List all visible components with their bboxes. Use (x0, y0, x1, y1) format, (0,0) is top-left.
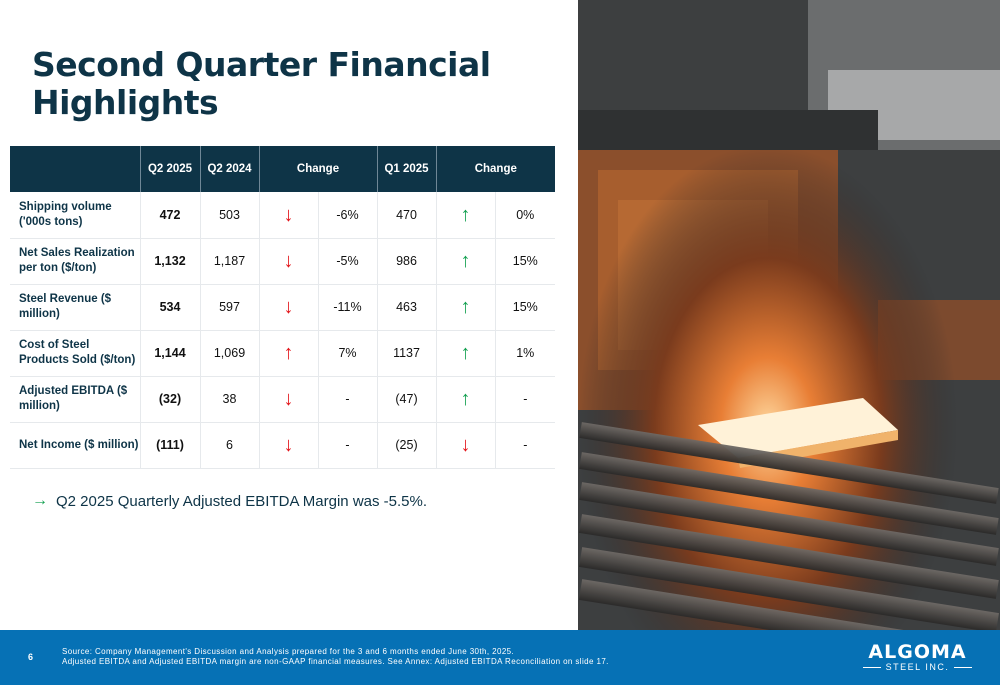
header-q2-2025: Q2 2025 (139, 146, 200, 192)
steel-mill-photo (578, 0, 1000, 630)
direction-cell: ↓ (258, 376, 318, 423)
header-metric (10, 146, 140, 192)
direction-cell: ↓ (258, 284, 318, 331)
direction-cell: ↑ (435, 376, 496, 423)
direction-cell: ↑ (435, 284, 496, 331)
direction-cell: ↑ (435, 330, 496, 377)
metric-label: Adjusted EBITDA ($ million) (19, 385, 128, 412)
q2-2025-value: 1,132 (139, 238, 200, 285)
arrow-down-icon: ↓ (283, 203, 294, 226)
change-qoq-value: - (494, 422, 556, 469)
metric-cell: Cost of Steel Products Sold ($/ton) (10, 330, 140, 377)
direction-cell: ↓ (258, 192, 318, 239)
arrow-down-icon: ↓ (283, 296, 294, 318)
metric-label: Shipping volume ('000s tons) (19, 200, 112, 228)
metric-label: Net Sales Realization per ton ($/ton) (19, 247, 135, 274)
change-qoq-value: - (494, 376, 556, 423)
bullet-text: Q2 2025 Quarterly Adjusted EBITDA Margin… (56, 492, 428, 510)
logo-divider-left (862, 666, 881, 668)
source-note: Source: Company Management's Discussion … (62, 647, 609, 667)
header-q1-2025: Q1 2025 (376, 146, 437, 192)
table-header-row: Q2 2025 Q2 2024 Change Q1 2025 Change (10, 146, 556, 192)
metric-label: Net Income ($ million) (19, 438, 139, 451)
metric-cell: Steel Revenue ($ million) (10, 284, 140, 331)
arrow-down-icon: ↓ (460, 434, 471, 456)
q2-2025-value: 534 (139, 284, 200, 331)
q2-2025-value: 472 (139, 192, 200, 239)
arrow-up-icon: ↑ (460, 203, 471, 226)
q2-2025-value: (111) (139, 422, 200, 469)
header-change-qoq: Change (435, 146, 556, 192)
metric-label: Steel Revenue ($ million) (19, 293, 112, 320)
arrow-up-icon: ↑ (460, 250, 471, 272)
change-yoy-value: - (317, 376, 378, 423)
footer-bar: 6 Source: Company Management's Discussio… (0, 630, 1000, 685)
q2-2025-value: 1,144 (139, 330, 200, 377)
q1-2025-value: 1137 (376, 330, 437, 377)
q2-2025-value: (32) (139, 376, 200, 423)
metric-cell: Shipping volume ('000s tons) (10, 192, 140, 239)
arrow-down-icon: ↓ (283, 388, 294, 410)
metric-cell: Net Sales Realization per ton ($/ton) (10, 238, 140, 285)
source-line-2: Adjusted EBITDA and Adjusted EBITDA marg… (62, 657, 609, 666)
bullet-point: → Q2 2025 Quarterly Adjusted EBITDA Marg… (32, 492, 427, 510)
arrow-up-icon: ↑ (460, 296, 471, 318)
change-yoy-value: -5% (317, 238, 378, 285)
arrow-up-icon: ↑ (460, 342, 471, 364)
q2-2024-value: 597 (199, 284, 259, 331)
metric-cell: Adjusted EBITDA ($ million) (10, 376, 140, 423)
table-row: Shipping volume ('000s tons) 472 503 ↓ -6% 47… (10, 192, 556, 239)
arrow-up-icon: ↑ (460, 388, 471, 410)
arrow-down-icon: ↓ (283, 250, 294, 272)
q2-2024-value: 6 (199, 422, 259, 469)
q2-2024-value: 38 (199, 376, 259, 423)
change-yoy-value: -6% (317, 192, 378, 239)
page-number: 6 (28, 652, 34, 662)
table-row: Cost of Steel Products Sold ($/ton) 1,144… (10, 330, 556, 377)
steel-mill-illustration (578, 0, 1000, 630)
change-yoy-value: 7% (317, 330, 378, 377)
q1-2025-value: 986 (376, 238, 437, 285)
arrow-right-icon: → (32, 492, 48, 509)
change-qoq-value: 15% (494, 284, 556, 331)
q1-2025-value: 470 (376, 192, 437, 239)
header-q2-2024: Q2 2024 (199, 146, 259, 192)
direction-cell: ↑ (435, 238, 496, 285)
header-change-yoy: Change (258, 146, 378, 192)
arrow-down-icon: ↓ (283, 434, 294, 456)
table-row: Net Income ($ million) (111) 6 ↓ - (25) ↓ - (10, 422, 556, 469)
direction-cell: ↑ (435, 192, 496, 239)
direction-cell: ↑ (258, 330, 318, 377)
change-qoq-value: 15% (494, 238, 556, 285)
arrow-up-icon: ↑ (283, 342, 294, 364)
direction-cell: ↓ (258, 238, 318, 285)
algoma-logo: ALGOMA STEEL INC. (860, 642, 975, 672)
q1-2025-value: (47) (376, 376, 437, 423)
table-row: Adjusted EBITDA ($ million) (32) 38 ↓ - (47) ↑… (10, 376, 556, 423)
change-yoy-value: -11% (317, 284, 378, 331)
source-line-1: Source: Company Management's Discussion … (62, 647, 515, 656)
q2-2024-value: 503 (199, 192, 259, 239)
logo-main-text: ALGOMA (868, 641, 967, 663)
metric-cell: Net Income ($ million) (10, 422, 140, 469)
logo-sub-text: STEEL INC. (885, 662, 950, 672)
change-qoq-value: 0% (494, 192, 556, 239)
change-qoq-value: 1% (494, 330, 556, 377)
page-title: Second Quarter Financial Highlights (32, 45, 491, 122)
direction-cell: ↓ (435, 422, 496, 469)
change-yoy-value: - (317, 422, 378, 469)
q1-2025-value: (25) (376, 422, 437, 469)
financial-highlights-table: Q2 2025 Q2 2024 Change Q1 2025 Change Sh… (10, 146, 556, 469)
table-row: Steel Revenue ($ million) 534 597 ↓ -11% 463 ↑… (10, 284, 556, 331)
q1-2025-value: 463 (376, 284, 437, 331)
logo-divider-right (954, 666, 973, 668)
q2-2024-value: 1,187 (199, 238, 259, 285)
metric-label: Cost of Steel Products Sold ($/ton) (19, 339, 136, 366)
direction-cell: ↓ (258, 422, 318, 469)
logo-sub: STEEL INC. (860, 662, 975, 672)
q2-2024-value: 1,069 (199, 330, 259, 377)
table-row: Net Sales Realization per ton ($/ton) 1,1… (10, 238, 556, 285)
